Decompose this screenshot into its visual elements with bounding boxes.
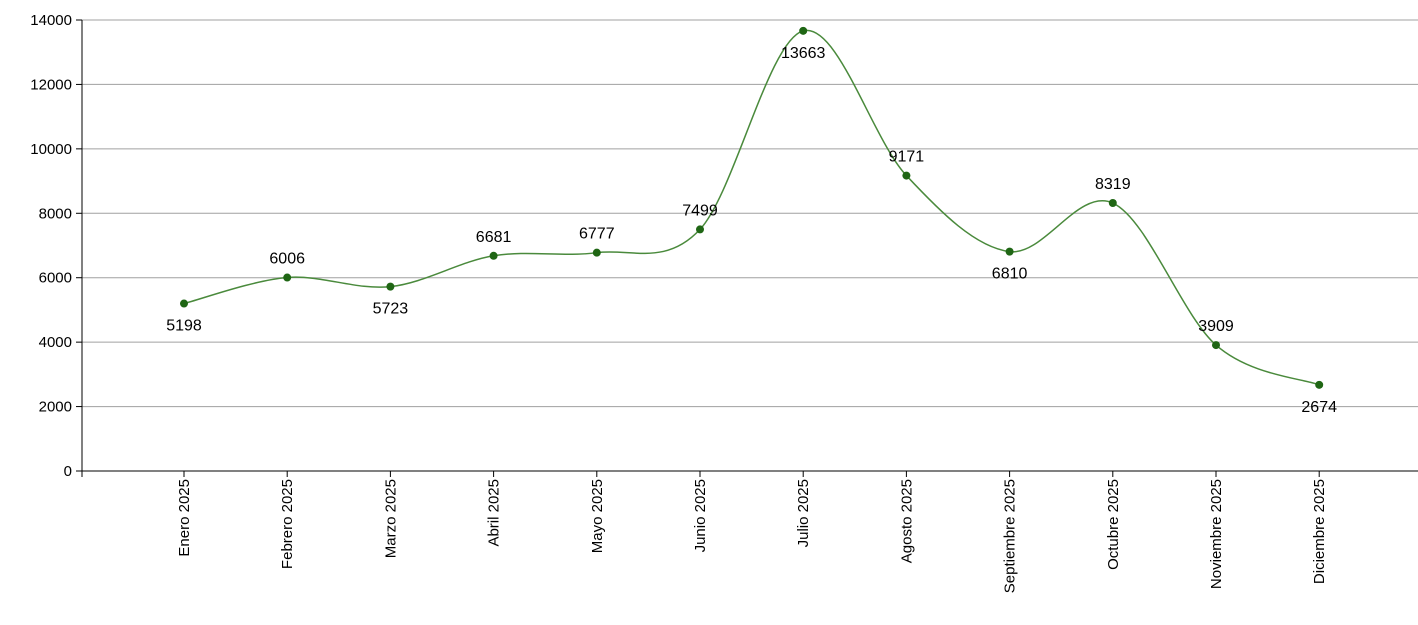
data-label-0: 5198 [166, 318, 202, 335]
xtick-label-2: Marzo 2025 [382, 479, 399, 558]
data-label-7: 9171 [889, 149, 925, 166]
data-point-1 [283, 273, 292, 282]
ytick-label-12000: 12000 [30, 76, 72, 93]
xtick-label-5: Junio 2025 [692, 479, 709, 552]
xtick-label-9: Octubre 2025 [1105, 479, 1122, 570]
ytick-label-2000: 2000 [39, 399, 72, 416]
ytick-label-8000: 8000 [39, 205, 72, 222]
data-label-5: 7499 [682, 202, 718, 219]
ytick-label-6000: 6000 [39, 270, 72, 287]
xtick-label-7: Agosto 2025 [898, 479, 915, 563]
ytick-label-0: 0 [64, 463, 72, 480]
data-label-2: 5723 [373, 301, 409, 318]
data-point-0 [180, 299, 188, 308]
data-point-4 [592, 248, 601, 257]
xtick-label-11: Diciembre 2025 [1311, 479, 1328, 584]
data-point-2 [386, 282, 395, 291]
data-point-5 [696, 225, 704, 234]
data-label-9: 8319 [1095, 176, 1131, 193]
xtick-label-3: Abril 2025 [486, 479, 503, 547]
xtick-label-0: Enero 2025 [176, 479, 193, 557]
ytick-label-4000: 4000 [39, 334, 72, 351]
data-points [180, 26, 1324, 389]
data-labels: 5198 6006 5723 6681 6777 7499 13663 9171 6810 831… [166, 45, 1337, 416]
xtick-label-1: Febrero 2025 [279, 479, 296, 569]
xtick-label-8: Septiembre 2025 [1002, 479, 1019, 593]
data-label-3: 6681 [476, 229, 512, 246]
data-label-1: 6006 [269, 251, 305, 268]
data-point-9 [1108, 199, 1117, 208]
series-sales [183, 29, 1320, 386]
data-point-8 [1005, 247, 1014, 256]
data-point-10 [1212, 341, 1220, 350]
data-point-7 [902, 171, 911, 180]
data-point-6 [799, 26, 808, 35]
data-label-8: 6810 [992, 266, 1028, 283]
xtick-label-6: Julio 2025 [795, 479, 812, 547]
axes [81, 20, 1418, 477]
data-label-11: 2674 [1301, 399, 1337, 416]
data-label-4: 6777 [579, 226, 615, 243]
data-label-10: 3909 [1198, 318, 1234, 335]
data-label-6: 13663 [781, 45, 826, 62]
data-point-3 [489, 251, 498, 260]
ytick-label-14000: 14000 [30, 12, 72, 29]
xtick-label-4: Mayo 2025 [589, 479, 606, 553]
x-axis-ticks: Enero 2025 Febrero 2025 Marzo 2025 Abril 20… [176, 471, 1328, 593]
y-axis-ticks: 0 2000 4000 6000 8000 10000 12000 14000 [30, 12, 82, 480]
series-line [183, 29, 1320, 386]
ytick-label-10000: 10000 [30, 141, 72, 158]
xtick-label-10: Noviembre 2025 [1208, 479, 1225, 589]
data-point-11 [1315, 380, 1324, 389]
